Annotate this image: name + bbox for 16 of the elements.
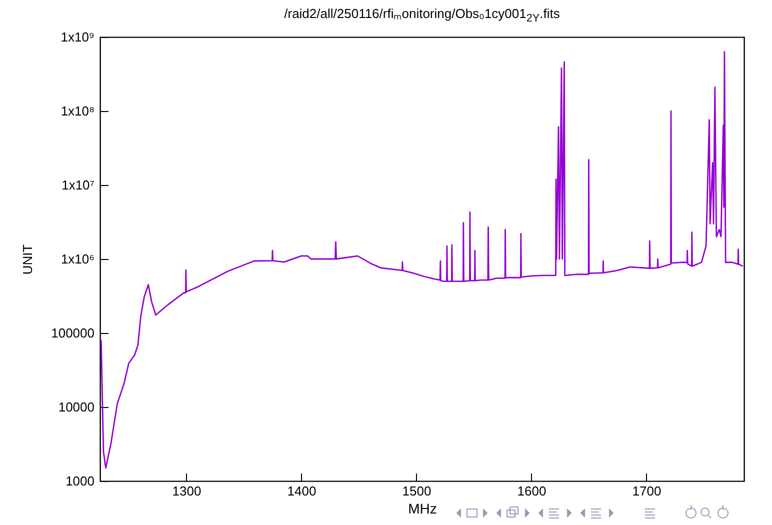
y-tick-label: 10000 [58,400,94,414]
y-axis-title: UNIT [20,244,36,275]
y-tick-label: 1000 [66,474,94,488]
x-tick-label: 1700 [632,484,662,498]
x-tick-label: 1400 [287,484,316,498]
x-axis-title: MHz [408,500,437,516]
y-tick-label: 100000 [51,326,94,340]
y-tick-label: 1x10⁷ [62,178,95,192]
y-tick-label: 1x10⁶ [60,252,94,266]
y-tick-label: 1x10⁸ [60,104,94,118]
y-tick-label: 1x10⁹ [60,30,94,44]
x-tick-label: 1300 [172,484,202,498]
chart-title: /raid2/all/250116/rfiₘonitoring/Obs₀1cy001$_{2Y}$.fits [283,5,561,25]
x-tick-label: 1500 [402,484,432,498]
line-series [100,51,744,469]
x-tick-label: 1600 [517,484,546,498]
